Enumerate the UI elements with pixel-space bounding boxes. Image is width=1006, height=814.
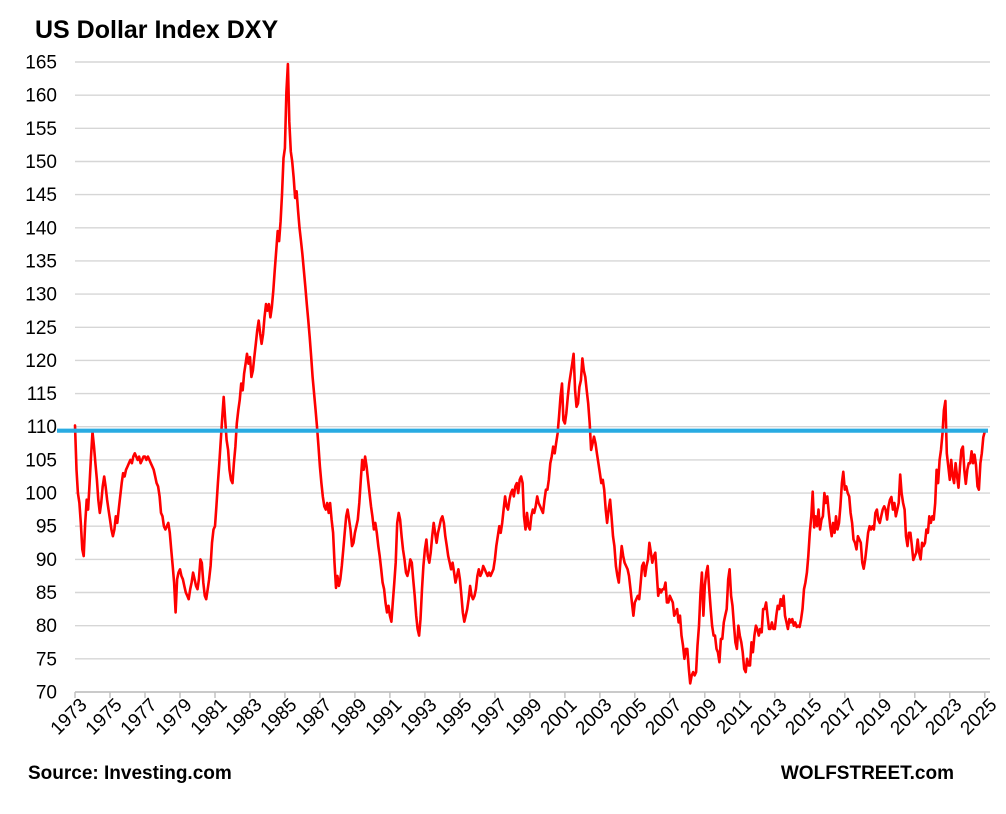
x-tick-label: 2005 xyxy=(607,695,652,740)
source-credit: Source: Investing.com xyxy=(28,763,232,784)
y-tick-label: 75 xyxy=(36,649,57,670)
y-tick-label: 150 xyxy=(25,152,57,173)
x-tick-label: 2019 xyxy=(852,695,897,740)
x-tick-label: 2009 xyxy=(677,695,722,740)
x-tick-label: 1977 xyxy=(117,695,162,740)
y-tick-label: 95 xyxy=(36,517,57,538)
y-tick-label: 115 xyxy=(27,384,57,405)
y-tick-label: 140 xyxy=(25,218,57,239)
y-tick-label: 105 xyxy=(25,450,57,471)
x-tick-label: 1975 xyxy=(82,695,127,740)
y-tick-label: 130 xyxy=(25,285,57,306)
x-tick-label: 2015 xyxy=(782,695,827,740)
x-tick-label: 1997 xyxy=(467,695,512,740)
y-tick-label: 110 xyxy=(27,417,57,438)
x-tick-label: 1983 xyxy=(222,695,267,740)
x-tick-label: 2007 xyxy=(642,695,687,740)
y-tick-label: 120 xyxy=(25,351,57,372)
y-axis-labels: 70 75 80 85 90 95 100 105 110 115 120 125 130 135 140 1… xyxy=(25,53,57,704)
y-tick-label: 125 xyxy=(25,318,57,339)
x-tick-label: 1981 xyxy=(187,695,232,740)
gridlines xyxy=(75,61,990,693)
dxy-series-line xyxy=(73,62,987,685)
x-tick-label: 2021 xyxy=(887,695,932,740)
x-tick-label: 1985 xyxy=(257,695,302,740)
x-tick-label: 1979 xyxy=(152,695,197,740)
x-tick-label: 1991 xyxy=(362,695,407,740)
x-tick-label: 2003 xyxy=(572,695,617,740)
y-tick-label: 80 xyxy=(36,616,57,637)
y-tick-label: 145 xyxy=(25,185,57,206)
x-tick-label: 1999 xyxy=(502,695,547,740)
y-tick-label: 165 xyxy=(25,53,57,74)
y-tick-label: 160 xyxy=(25,86,57,107)
x-tick-label: 1989 xyxy=(327,695,372,740)
x-tick-label: 2017 xyxy=(817,695,862,740)
brand-credit: WOLFSTREET.com xyxy=(780,763,954,784)
page-title: US Dollar Index DXY xyxy=(35,16,279,44)
x-tick-label: 1987 xyxy=(292,695,337,740)
y-tick-label: 90 xyxy=(36,550,57,571)
y-tick-label: 155 xyxy=(25,119,57,140)
x-tick-label: 2011 xyxy=(713,695,757,739)
y-tick-label: 135 xyxy=(25,251,57,272)
x-tick-label: 2001 xyxy=(537,695,582,740)
x-tick-label: 1993 xyxy=(397,695,442,740)
x-tick-label: 2013 xyxy=(747,695,792,740)
x-tick-label: 2023 xyxy=(922,695,967,740)
y-tick-label: 85 xyxy=(36,583,57,604)
x-axis xyxy=(74,691,990,698)
x-tick-label: 2025 xyxy=(957,695,1002,740)
x-tick-label: 1995 xyxy=(432,695,477,740)
y-tick-label: 70 xyxy=(36,683,57,704)
x-axis-labels: 1973197519771979198119831985198719891991… xyxy=(47,695,1002,740)
y-tick-label: 100 xyxy=(25,484,57,505)
